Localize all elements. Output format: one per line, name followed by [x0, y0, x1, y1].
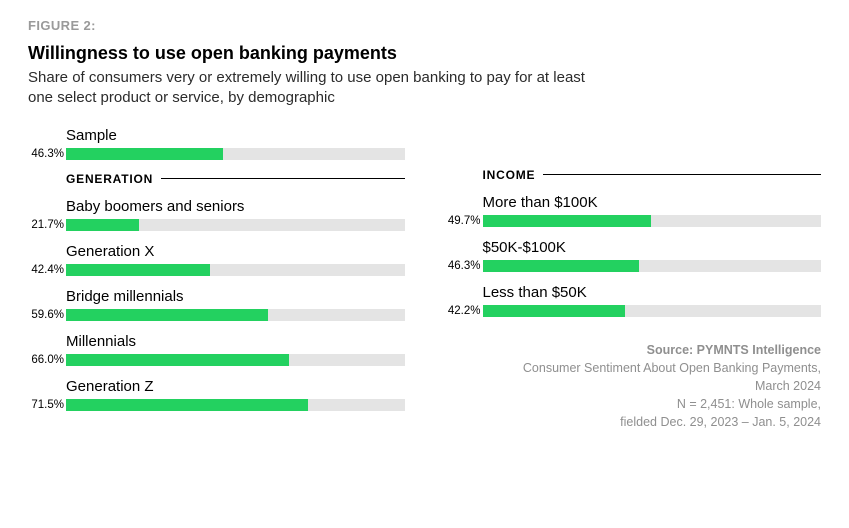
- section-header-label: INCOME: [483, 168, 536, 182]
- bar-label: Baby boomers and seniors: [66, 198, 405, 215]
- spacer: [445, 127, 822, 162]
- section-header-generation: GENERATION: [28, 172, 405, 186]
- bar-label: Bridge millennials: [66, 288, 405, 305]
- bar-row: $50K-$100K 46.3%: [445, 239, 822, 272]
- bar-label: Generation X: [66, 243, 405, 260]
- bar-fill: [483, 260, 640, 272]
- bar-value: 46.3%: [24, 148, 64, 160]
- column-right: INCOME More than $100K 49.7% $50K-$100K …: [445, 127, 822, 432]
- bar-track: [66, 264, 405, 276]
- figure-number: FIGURE 2:: [28, 18, 821, 33]
- source-line: Source: PYMNTS Intelligence: [445, 341, 822, 359]
- section-header-rule: [161, 178, 404, 180]
- chart-subtitle: Share of consumers very or extremely wil…: [28, 68, 588, 109]
- bar-value: 49.7%: [441, 215, 481, 227]
- bar-fill: [483, 215, 651, 227]
- source-block: Source: PYMNTS Intelligence Consumer Sen…: [445, 341, 822, 432]
- bar-row-sample: Sample 46.3%: [28, 127, 405, 160]
- source-line: N = 2,451: Whole sample,: [445, 395, 822, 413]
- bar-track: [483, 215, 822, 227]
- bar-track: [483, 260, 822, 272]
- bar-track: [66, 309, 405, 321]
- bar-row: More than $100K 49.7%: [445, 194, 822, 227]
- section-header-label: GENERATION: [66, 172, 153, 186]
- source-line: Consumer Sentiment About Open Banking Pa…: [445, 359, 822, 377]
- bar-label: Sample: [66, 127, 405, 144]
- source-line: fielded Dec. 29, 2023 – Jan. 5, 2024: [445, 413, 822, 431]
- bar-value: 46.3%: [441, 260, 481, 272]
- section-header-rule: [543, 174, 821, 176]
- bar-row: Generation Z 71.5%: [28, 378, 405, 411]
- chart-area: Sample 46.3% GENERATION Baby boomers and…: [28, 127, 821, 432]
- bar-value: 71.5%: [24, 399, 64, 411]
- bar-fill: [66, 264, 210, 276]
- bar-fill: [483, 305, 626, 317]
- column-left: Sample 46.3% GENERATION Baby boomers and…: [28, 127, 405, 432]
- bar-label: Less than $50K: [483, 284, 822, 301]
- bar-value: 21.7%: [24, 219, 64, 231]
- bar-value: 42.4%: [24, 264, 64, 276]
- bar-fill: [66, 309, 268, 321]
- bar-row: Millennials 66.0%: [28, 333, 405, 366]
- source-line: March 2024: [445, 377, 822, 395]
- bar-label: Generation Z: [66, 378, 405, 395]
- bar-row: Baby boomers and seniors 21.7%: [28, 198, 405, 231]
- bar-fill: [66, 219, 139, 231]
- section-header-income: INCOME: [445, 168, 822, 182]
- bar-track: [66, 148, 405, 160]
- bar-value: 66.0%: [24, 354, 64, 366]
- chart-title: Willingness to use open banking payments: [28, 43, 821, 64]
- bar-label: Millennials: [66, 333, 405, 350]
- bar-row: Bridge millennials 59.6%: [28, 288, 405, 321]
- bar-value: 59.6%: [24, 309, 64, 321]
- bar-row: Generation X 42.4%: [28, 243, 405, 276]
- bar-fill: [66, 354, 289, 366]
- bar-value: 42.2%: [441, 305, 481, 317]
- bar-row: Less than $50K 42.2%: [445, 284, 822, 317]
- bar-track: [66, 399, 405, 411]
- bar-track: [66, 219, 405, 231]
- bar-fill: [66, 399, 308, 411]
- bar-fill: [66, 148, 223, 160]
- bar-label: $50K-$100K: [483, 239, 822, 256]
- bar-track: [66, 354, 405, 366]
- bar-track: [483, 305, 822, 317]
- bar-label: More than $100K: [483, 194, 822, 211]
